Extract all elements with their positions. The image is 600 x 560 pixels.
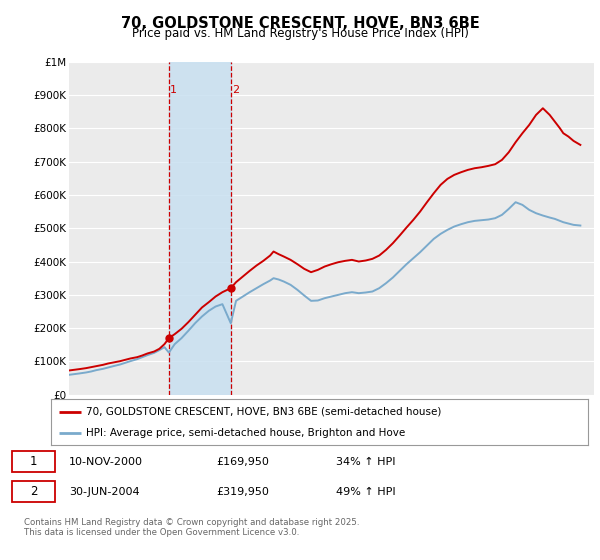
Text: 1: 1: [170, 85, 177, 95]
Text: 30-JUN-2004: 30-JUN-2004: [69, 487, 140, 497]
Text: HPI: Average price, semi-detached house, Brighton and Hove: HPI: Average price, semi-detached house,…: [86, 428, 405, 438]
Text: 70, GOLDSTONE CRESCENT, HOVE, BN3 6BE (semi-detached house): 70, GOLDSTONE CRESCENT, HOVE, BN3 6BE (s…: [86, 407, 441, 417]
Text: 10-NOV-2000: 10-NOV-2000: [69, 456, 143, 466]
Text: Price paid vs. HM Land Registry's House Price Index (HPI): Price paid vs. HM Land Registry's House …: [131, 27, 469, 40]
FancyBboxPatch shape: [12, 451, 55, 472]
Bar: [169, 62, 231, 395]
Text: 70, GOLDSTONE CRESCENT, HOVE, BN3 6BE: 70, GOLDSTONE CRESCENT, HOVE, BN3 6BE: [121, 16, 479, 31]
FancyBboxPatch shape: [12, 482, 55, 502]
Text: Contains HM Land Registry data © Crown copyright and database right 2025.
This d: Contains HM Land Registry data © Crown c…: [24, 518, 359, 538]
Text: 2: 2: [232, 85, 239, 95]
Text: 34% ↑ HPI: 34% ↑ HPI: [336, 456, 395, 466]
Text: £319,950: £319,950: [216, 487, 269, 497]
Text: 2: 2: [30, 486, 37, 498]
Text: 49% ↑ HPI: 49% ↑ HPI: [336, 487, 395, 497]
Text: £169,950: £169,950: [216, 456, 269, 466]
Text: 1: 1: [30, 455, 37, 468]
